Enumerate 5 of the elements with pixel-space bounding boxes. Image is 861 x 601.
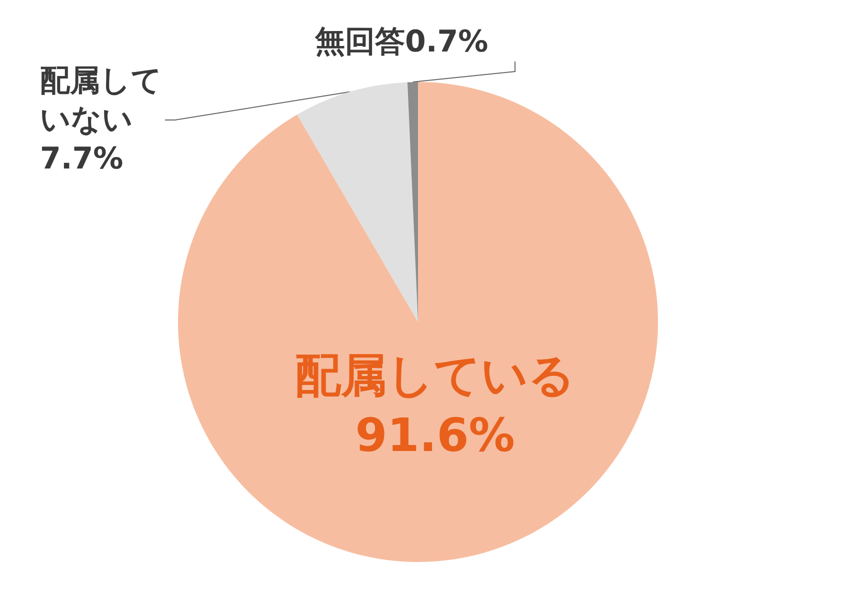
slice-label: 配属していない bbox=[40, 64, 162, 138]
slice-label: 無回答0.7% bbox=[314, 24, 488, 60]
slice-label: 配属している bbox=[295, 348, 575, 402]
data-label: 91.6% bbox=[355, 408, 515, 462]
data-label: 7.7% bbox=[40, 142, 124, 176]
